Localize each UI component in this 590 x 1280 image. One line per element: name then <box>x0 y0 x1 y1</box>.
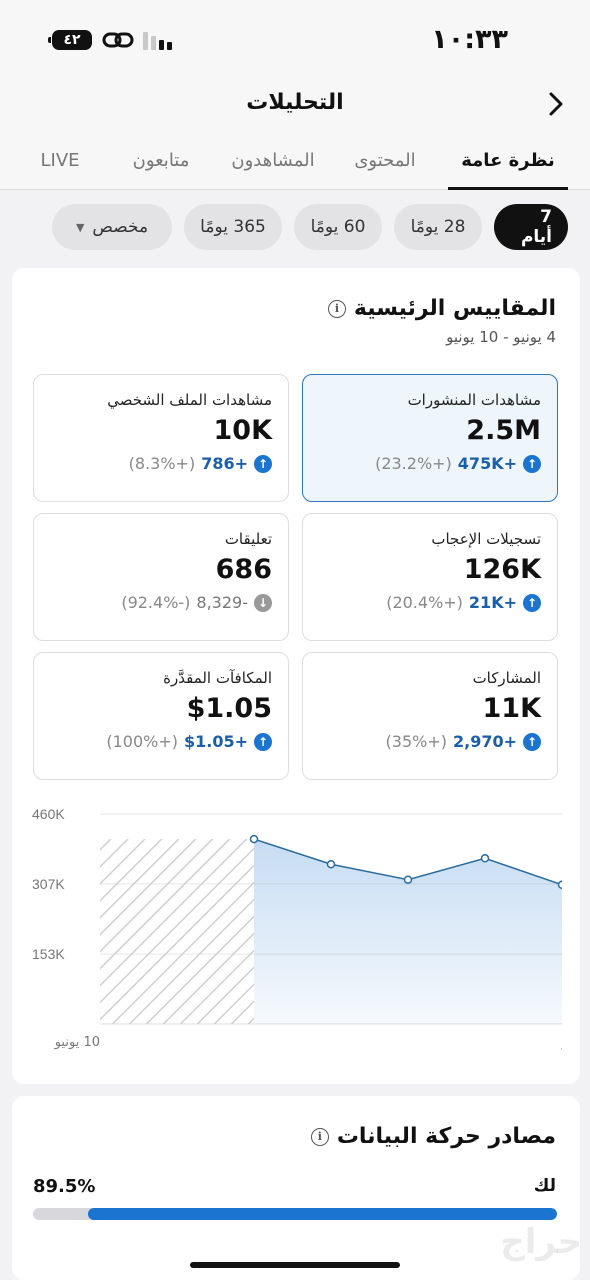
metric-label: مشاهدات الملف الشخصي <box>107 391 272 409</box>
source-bar-track <box>33 1208 557 1220</box>
info-icon[interactable]: i <box>310 1127 329 1146</box>
filter-custom[interactable]: مخصص ▼ <box>52 204 172 250</box>
data-point[interactable] <box>403 875 413 884</box>
tab-followers[interactable]: متابعون <box>132 150 190 171</box>
filter-60-days[interactable]: 60 يومًا <box>294 204 382 250</box>
source-bar-fill <box>88 1208 557 1220</box>
metric-value: 686 <box>215 554 272 585</box>
data-point[interactable] <box>557 880 567 890</box>
metric-value: 11K <box>482 693 542 724</box>
nav-bar: التحليلات <box>0 80 590 130</box>
page-title: التحليلات <box>246 90 344 115</box>
metric-shares[interactable]: المشاركات 11K ↑ +2,970 (+35%) <box>302 652 558 780</box>
metric-change: ↑ +2,970 (+35%) <box>319 732 541 751</box>
source-percent: 89.5% <box>33 1176 96 1197</box>
arrow-up-icon: ↑ <box>523 593 541 612</box>
metric-change: ↑ +21K (+20.4%) <box>319 593 541 612</box>
data-point[interactable] <box>326 859 336 869</box>
link-icon <box>102 32 134 48</box>
signal-icon <box>143 32 172 50</box>
x-tick-label: 10 يونيو <box>54 1035 100 1050</box>
chart-svg: 460K 307K 153K 4 يونيو 10 يونيو <box>32 806 590 1050</box>
metric-likes[interactable]: تسجيلات الإعجاب 126K ↑ +21K (+20.4%) <box>302 513 558 641</box>
metric-post-views[interactable]: مشاهدات المنشورات 2.5M ↑ +475K (+23.2%) <box>302 374 558 502</box>
filter-365-days[interactable]: 365 يومًا <box>184 204 282 250</box>
metric-change: ↑ +786 (+8.3%) <box>50 454 272 473</box>
date-range: 4 يونيو - 10 يونيو <box>446 328 556 346</box>
tab-live[interactable]: LIVE <box>40 150 80 171</box>
arrow-up-icon: ↑ <box>254 454 272 473</box>
metric-label: تعليقات <box>224 530 272 548</box>
arrow-up-icon: ↑ <box>254 732 272 751</box>
metric-label: المكافآت المقدَّرة <box>163 669 272 687</box>
tab-bar: نظرة عامة المحتوى المشاهدون متابعون LIVE <box>0 130 590 190</box>
caret-down-icon: ▼ <box>75 220 85 234</box>
watermark-logo: حراج <box>500 1222 582 1262</box>
data-point[interactable] <box>249 834 259 844</box>
metric-delta: +21K <box>468 593 517 612</box>
key-metrics-card: المقاييس الرئيسية i 4 يونيو - 10 يونيو م… <box>12 268 590 1084</box>
metric-percent: (-92.4%) <box>121 593 191 612</box>
arrow-up-icon: ↑ <box>523 454 541 473</box>
y-tick-label: 307K <box>32 876 65 892</box>
metric-change: ↑ +475K (+23.2%) <box>319 454 541 473</box>
post-views-chart[interactable]: 460K 307K 153K 4 يونيو 10 يونيو <box>32 798 590 1058</box>
metric-percent: (+20.4%) <box>386 593 463 612</box>
series-area <box>254 839 562 1024</box>
metric-estimated-rewards[interactable]: المكافآت المقدَّرة $1.05 ↑ +$1.05 (+100%… <box>33 652 289 780</box>
metric-delta: +$1.05 <box>183 732 248 751</box>
home-indicator[interactable] <box>190 1262 400 1268</box>
y-tick-label: 153K <box>32 946 65 962</box>
traffic-sources-title: مصادر حركة البيانات i <box>310 1124 556 1149</box>
arrow-down-icon: ↓ <box>254 593 272 612</box>
traffic-sources-card: مصادر حركة البيانات i لك 89.5% <box>12 1096 580 1280</box>
key-metrics-title-text: المقاييس الرئيسية <box>353 296 556 321</box>
metric-value: 10K <box>213 415 273 446</box>
active-tab-indicator <box>448 187 568 190</box>
metric-change: ↓ -8,329 (-92.4%) <box>50 593 272 612</box>
clock: ١٠:٣٣ <box>431 24 508 55</box>
metric-percent: (+23.2%) <box>375 454 452 473</box>
metric-delta: +786 <box>201 454 248 473</box>
tab-viewers[interactable]: المشاهدون <box>231 150 315 171</box>
no-data-region <box>100 839 254 1024</box>
metric-profile-views[interactable]: مشاهدات الملف الشخصي 10K ↑ +786 (+8.3%) <box>33 374 289 502</box>
info-icon[interactable]: i <box>327 299 346 318</box>
x-tick-label: 4 يونيو <box>561 1035 562 1050</box>
date-filters: 7 أيام 28 يومًا 60 يومًا 365 يومًا مخصص … <box>22 204 568 252</box>
arrow-up-icon: ↑ <box>523 732 541 751</box>
metric-change: ↑ +$1.05 (+100%) <box>50 732 272 751</box>
filter-28-days[interactable]: 28 يومًا <box>394 204 482 250</box>
key-metrics-title: المقاييس الرئيسية i <box>327 296 556 321</box>
metric-label: تسجيلات الإعجاب <box>431 530 541 548</box>
source-name: لك <box>533 1176 556 1196</box>
metric-value: 2.5M <box>466 415 541 446</box>
metric-delta: +2,970 <box>452 732 517 751</box>
metric-value: $1.05 <box>186 693 272 724</box>
metric-percent: (+100%) <box>106 732 178 751</box>
metric-percent: (+8.3%) <box>128 454 196 473</box>
traffic-title-text: مصادر حركة البيانات <box>336 1124 556 1149</box>
tab-content[interactable]: المحتوى <box>354 150 416 171</box>
back-chevron-icon[interactable] <box>542 90 570 118</box>
metric-delta: +475K <box>457 454 517 473</box>
metric-label: مشاهدات المنشورات <box>407 391 541 409</box>
filter-7-days[interactable]: 7 أيام <box>494 204 568 250</box>
tab-overview[interactable]: نظرة عامة <box>461 150 555 171</box>
filter-custom-label: مخصص <box>92 217 149 237</box>
metric-comments[interactable]: تعليقات 686 ↓ -8,329 (-92.4%) <box>33 513 289 641</box>
battery-icon: ٤٢ <box>48 30 92 50</box>
data-point[interactable] <box>480 854 490 863</box>
metric-label: المشاركات <box>472 669 541 687</box>
metric-percent: (+35%) <box>385 732 447 751</box>
metric-delta: -8,329 <box>196 593 248 612</box>
status-bar: ٤٢ ١٠:٣٣ <box>0 0 590 80</box>
y-tick-label: 460K <box>32 806 65 822</box>
metric-value: 126K <box>463 554 541 585</box>
